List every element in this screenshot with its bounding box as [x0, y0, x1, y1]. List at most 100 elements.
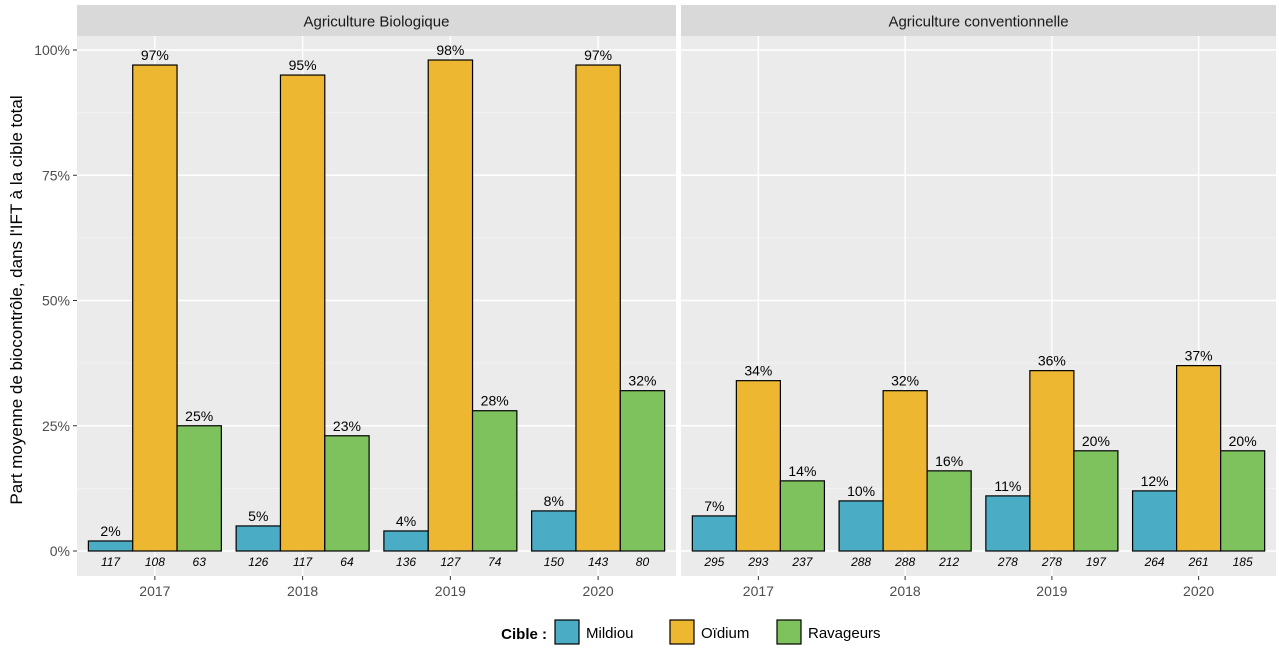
x-tick-label: 2020 — [583, 583, 614, 599]
panels: Agriculture Biologique 2% 117 97% 108 25% 63 20… — [34, 5, 1276, 599]
bar-oïdium-2018 — [882, 390, 928, 552]
legend-label: Mildiou — [586, 625, 634, 642]
bar-oïdium-2020 — [575, 64, 621, 552]
x-tick-label: 2019 — [435, 583, 466, 599]
bar-oïdium-2019 — [1029, 370, 1075, 552]
data-label: 10% — [847, 483, 875, 499]
bar-ravageurs-2019 — [471, 410, 518, 552]
bar-mildiou-2019 — [383, 530, 429, 552]
count-label: 117 — [293, 555, 313, 569]
count-label: 278 — [1041, 555, 1062, 569]
data-label: 5% — [248, 508, 268, 524]
panel-strip — [681, 5, 1276, 36]
x-tick-label: 2019 — [1036, 583, 1067, 599]
panel-title: Agriculture Biologique — [304, 14, 450, 31]
bar-mildiou-2020 — [1131, 490, 1178, 552]
bar-oïdium-2019 — [427, 59, 474, 552]
data-label: 12% — [1141, 473, 1169, 489]
count-label: 264 — [1144, 555, 1165, 569]
data-label: 97% — [584, 47, 612, 63]
x-tick-label: 2018 — [890, 583, 921, 599]
data-label: 95% — [289, 57, 317, 73]
count-label: 150 — [544, 555, 564, 569]
count-label: 117 — [101, 555, 121, 569]
data-label: 32% — [891, 373, 919, 389]
bar-ravageurs-2019 — [1073, 450, 1119, 552]
bar-mildiou-2018 — [838, 500, 884, 552]
data-label: 34% — [744, 363, 772, 379]
count-label: 278 — [997, 555, 1018, 569]
data-label: 32% — [628, 373, 656, 389]
bar-ravageurs-2018 — [324, 435, 370, 552]
y-axis-label: Part moyenne de biocontrôle, dans l'IFT … — [7, 95, 26, 504]
bar-oïdium-2017 — [132, 64, 178, 552]
x-tick-label: 2017 — [139, 583, 170, 599]
count-label: 80 — [636, 555, 650, 569]
bar-mildiou-2017 — [691, 515, 737, 552]
data-label: 37% — [1185, 348, 1213, 364]
data-label: 4% — [396, 513, 416, 529]
data-label: 8% — [544, 493, 564, 509]
bar-ravageurs-2020 — [619, 390, 666, 552]
count-label: 185 — [1233, 555, 1253, 569]
count-label: 288 — [850, 555, 871, 569]
data-label: 28% — [481, 393, 509, 409]
data-label: 98% — [436, 42, 464, 58]
x-tick-label: 2018 — [287, 583, 318, 599]
y-tick-label: 75% — [42, 167, 70, 183]
legend-label: Oïdium — [701, 625, 749, 642]
data-label: 7% — [704, 498, 724, 514]
x-tick-label: 2017 — [743, 583, 774, 599]
panel-title: Agriculture conventionnelle — [888, 14, 1068, 31]
panel-1: Agriculture Biologique 2% 117 97% 108 25% 63 20… — [34, 5, 676, 599]
data-label: 20% — [1229, 433, 1257, 449]
count-label: 74 — [488, 555, 502, 569]
data-label: 25% — [185, 408, 213, 424]
count-label: 63 — [193, 555, 207, 569]
data-label: 14% — [788, 463, 816, 479]
data-label: 97% — [141, 47, 169, 63]
bar-oïdium-2017 — [735, 380, 781, 552]
bar-ravageurs-2018 — [926, 470, 972, 552]
count-label: 295 — [703, 555, 724, 569]
count-label: 288 — [894, 555, 915, 569]
count-label: 64 — [340, 555, 354, 569]
count-label: 212 — [938, 555, 959, 569]
count-label: 261 — [1188, 555, 1209, 569]
count-label: 237 — [791, 555, 813, 569]
y-tick-label: 25% — [42, 418, 70, 434]
y-tick-label: 0% — [50, 543, 70, 559]
bar-ravageurs-2017 — [779, 480, 826, 552]
bar-oïdium-2018 — [279, 74, 326, 552]
data-label: 20% — [1082, 433, 1110, 449]
count-label: 108 — [145, 555, 165, 569]
bar-oïdium-2020 — [1176, 365, 1222, 552]
data-label: 2% — [100, 523, 120, 539]
panel-strip — [77, 5, 676, 36]
data-label: 23% — [333, 418, 361, 434]
data-label: 16% — [935, 453, 963, 469]
legend-swatch-oïdium — [669, 619, 695, 645]
bar-mildiou-2019 — [985, 495, 1031, 552]
legend-label: Ravageurs — [808, 625, 881, 642]
panel-2: Agriculture conventionnelle 7% 295 34% 293 14… — [681, 5, 1276, 599]
x-tick-label: 2020 — [1183, 583, 1214, 599]
bar-mildiou-2017 — [87, 540, 134, 552]
count-label: 127 — [440, 555, 461, 569]
bar-ravageurs-2017 — [176, 425, 222, 552]
count-label: 126 — [248, 555, 268, 569]
count-label: 293 — [747, 555, 768, 569]
data-label: 36% — [1038, 353, 1066, 369]
count-label: 143 — [588, 555, 608, 569]
data-label: 11% — [994, 478, 1021, 494]
bar-mildiou-2020 — [531, 510, 577, 552]
count-label: 136 — [396, 555, 416, 569]
count-label: 197 — [1086, 555, 1107, 569]
legend-title: Cible : — [501, 626, 547, 643]
y-tick-label: 50% — [42, 293, 70, 309]
legend-swatch-mildiou — [554, 619, 580, 645]
legend-swatch-ravageurs — [776, 619, 802, 645]
y-tick-label: 100% — [34, 42, 70, 58]
bar-ravageurs-2020 — [1220, 450, 1266, 552]
